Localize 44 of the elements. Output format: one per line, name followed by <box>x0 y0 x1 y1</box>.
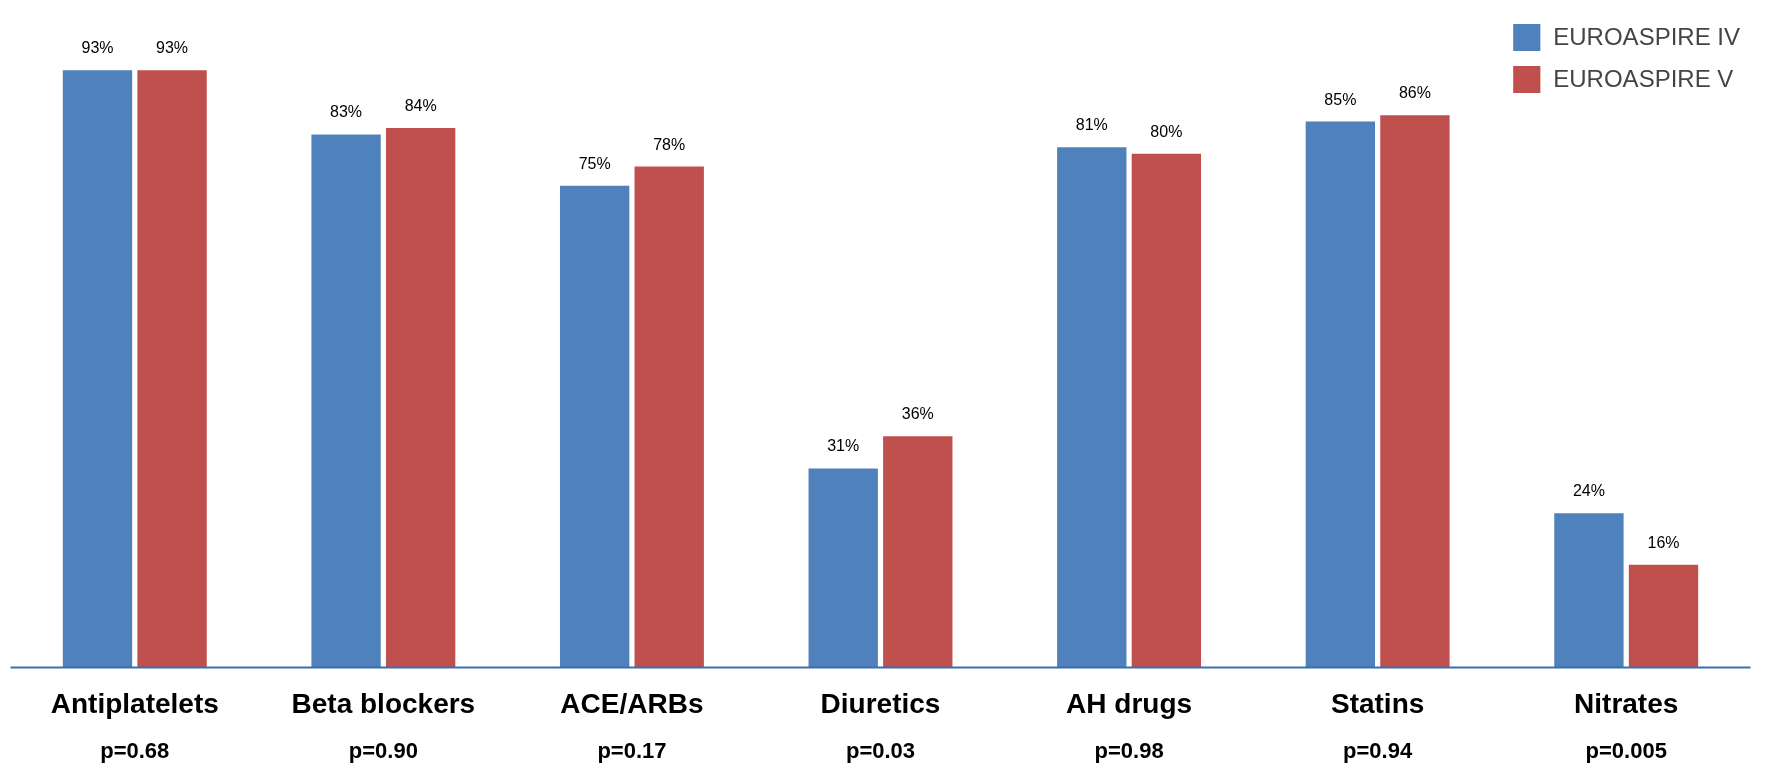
bar <box>1554 513 1624 668</box>
data-label: 75% <box>578 154 611 172</box>
text: p=0.90 <box>348 737 418 763</box>
data-label: 16% <box>1647 533 1680 551</box>
text: p=0.005 <box>1585 737 1667 763</box>
bar <box>1305 121 1376 668</box>
text: p=0.17 <box>597 737 667 763</box>
data-label: 84% <box>404 97 437 115</box>
text: p=0.98 <box>1094 737 1164 763</box>
data-label: 36% <box>901 405 934 423</box>
text: p=0.68 <box>100 737 170 763</box>
data-label: 24% <box>1572 482 1605 500</box>
bar <box>385 128 456 668</box>
legend-label: EUROASPIRE IV <box>1553 23 1740 51</box>
bar <box>634 166 704 668</box>
bar <box>559 185 630 668</box>
data-label: 80% <box>1150 122 1183 140</box>
x-tick-label: Diuretics <box>820 687 941 719</box>
data-label: 85% <box>1324 90 1357 108</box>
data-label: 78% <box>653 135 686 153</box>
bar <box>137 70 207 668</box>
x-tick-label: Antiplatelets <box>50 687 219 719</box>
bar <box>1380 115 1450 668</box>
legend-label: EUROASPIRE V <box>1553 65 1734 93</box>
data-label: 86% <box>1398 84 1431 102</box>
data-label: 81% <box>1075 116 1108 134</box>
bar <box>883 436 953 668</box>
x-tick-label: Beta blockers <box>291 687 476 719</box>
text: p=0.94 <box>1343 737 1413 763</box>
data-label: 93% <box>156 39 189 57</box>
bar <box>1131 153 1202 668</box>
x-tick-label: ACE/ARBs <box>560 687 704 719</box>
x-tick-label: Nitrates <box>1574 687 1679 719</box>
data-label: 31% <box>827 437 860 455</box>
text: p=0.03 <box>845 737 916 763</box>
bar <box>311 134 381 668</box>
x-tick-label: AH drugs <box>1066 687 1193 719</box>
bar <box>808 468 878 668</box>
x-tick-label: Statins <box>1330 687 1425 719</box>
bar <box>1628 564 1699 668</box>
data-label: 83% <box>330 103 363 121</box>
bar <box>1057 147 1127 668</box>
bar <box>62 70 133 668</box>
data-label: 93% <box>81 39 114 57</box>
